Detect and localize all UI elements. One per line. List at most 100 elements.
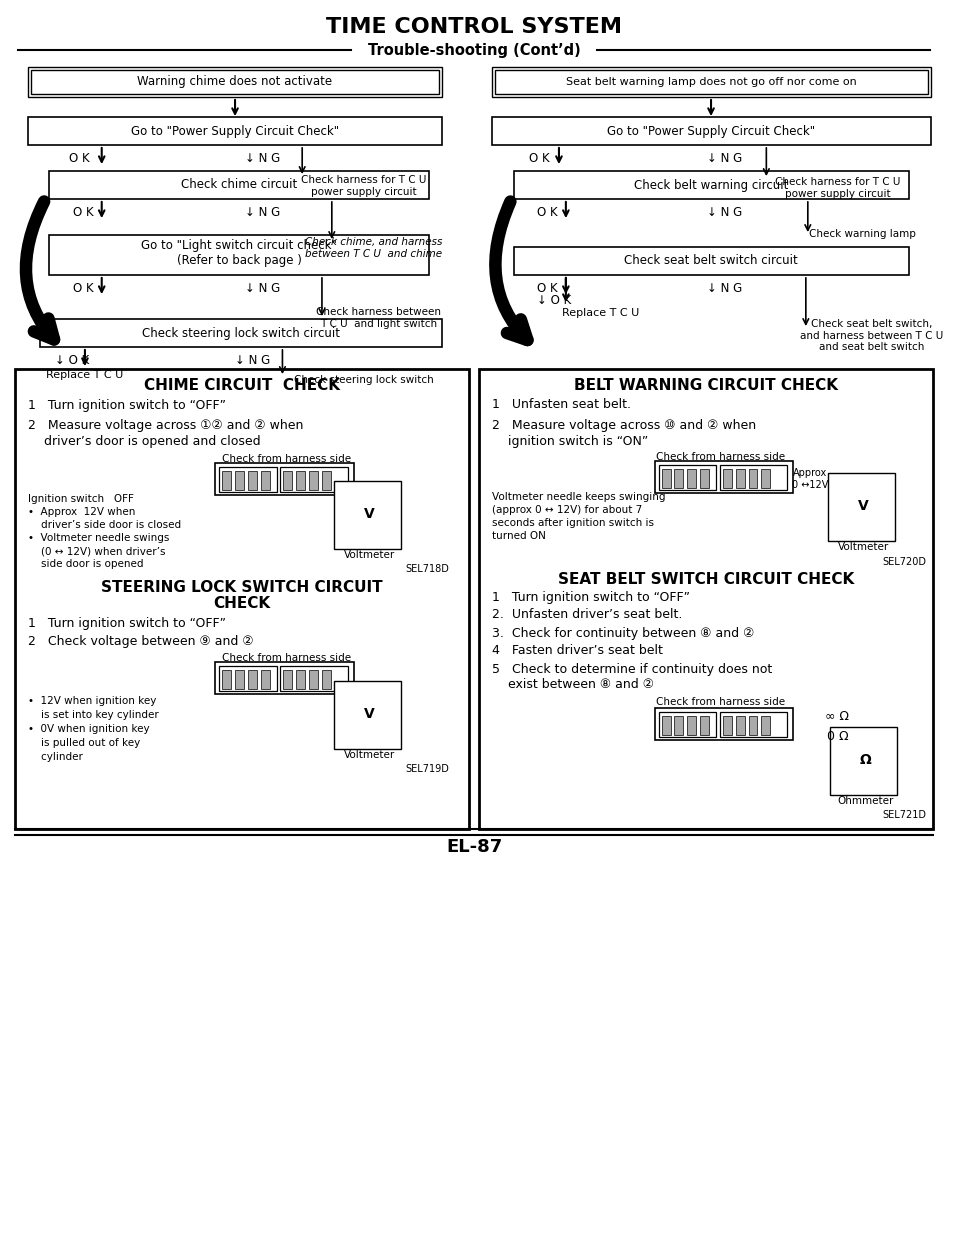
Text: Replace T C U: Replace T C U <box>46 370 124 380</box>
Text: ↓ O K: ↓ O K <box>538 294 571 308</box>
Text: ↓ N G: ↓ N G <box>245 283 280 296</box>
Bar <box>761 469 770 488</box>
Text: 5   Check to determine if continuity does not: 5 Check to determine if continuity does … <box>492 662 772 676</box>
Text: 1   Turn ignition switch to “OFF”: 1 Turn ignition switch to “OFF” <box>28 616 226 630</box>
Bar <box>280 466 348 493</box>
Text: (approx 0 ↔ 12V) for about 7: (approx 0 ↔ 12V) for about 7 <box>492 505 642 515</box>
Bar <box>749 469 757 488</box>
Bar <box>479 369 933 829</box>
Text: is set into key cylinder: is set into key cylinder <box>28 710 158 720</box>
Text: Check from harness side: Check from harness side <box>222 454 351 464</box>
Bar <box>735 716 745 734</box>
Text: ↓ N G: ↓ N G <box>245 207 280 219</box>
Bar <box>720 712 787 737</box>
Text: EL-87: EL-87 <box>445 838 502 855</box>
Text: ↓ N G: ↓ N G <box>708 283 742 296</box>
Text: Check harness for T C U
power supply circuit: Check harness for T C U power supply cir… <box>300 175 426 197</box>
Bar <box>720 465 787 490</box>
Bar <box>700 469 709 488</box>
Text: Check harness for T C U
power supply circuit: Check harness for T C U power supply cir… <box>775 177 900 198</box>
Text: Check from harness side: Check from harness side <box>657 451 785 461</box>
Text: Check steering lock switch: Check steering lock switch <box>294 375 433 385</box>
Text: ∞ Ω: ∞ Ω <box>826 711 850 723</box>
Text: O K: O K <box>529 152 550 166</box>
Text: turned ON: turned ON <box>492 531 545 541</box>
Bar <box>248 670 256 690</box>
Text: CHECK: CHECK <box>213 596 271 611</box>
Text: SEL720D: SEL720D <box>882 557 926 567</box>
Text: Voltmeter: Voltmeter <box>344 550 395 560</box>
Bar <box>309 471 318 490</box>
Bar <box>749 716 757 734</box>
Bar <box>687 469 696 488</box>
Text: 2   Check voltage between ⑨ and ②: 2 Check voltage between ⑨ and ② <box>28 635 253 647</box>
Text: Ignition switch   OFF: Ignition switch OFF <box>28 494 133 504</box>
Text: •  0V when ignition key: • 0V when ignition key <box>28 725 149 734</box>
Bar <box>659 465 716 490</box>
Text: (0 ↔ 12V) when driver’s: (0 ↔ 12V) when driver’s <box>28 546 165 556</box>
Text: 1   Turn ignition switch to “OFF”: 1 Turn ignition switch to “OFF” <box>492 591 690 604</box>
Text: BELT WARNING CIRCUIT CHECK: BELT WARNING CIRCUIT CHECK <box>574 378 838 393</box>
Text: is pulled out of key: is pulled out of key <box>28 738 140 748</box>
Text: SEL721D: SEL721D <box>882 811 926 821</box>
Bar <box>334 481 401 549</box>
Text: O K: O K <box>69 152 89 166</box>
Bar <box>514 247 908 276</box>
Text: Warning chime does not activate: Warning chime does not activate <box>137 76 332 89</box>
Bar <box>14 369 469 829</box>
Text: driver’s side door is closed: driver’s side door is closed <box>28 520 180 530</box>
Bar <box>219 666 276 691</box>
Text: 1   Turn ignition switch to “OFF”: 1 Turn ignition switch to “OFF” <box>28 399 226 412</box>
Bar <box>661 716 670 734</box>
Bar <box>492 67 931 97</box>
Text: driver’s door is opened and closed: driver’s door is opened and closed <box>28 434 260 448</box>
Text: SEL719D: SEL719D <box>405 764 449 774</box>
Bar <box>283 471 292 490</box>
Text: Go to "Power Supply Circuit Check": Go to "Power Supply Circuit Check" <box>131 125 339 137</box>
Bar <box>49 234 428 276</box>
Bar <box>829 727 897 796</box>
Text: seconds after ignition switch is: seconds after ignition switch is <box>492 518 654 527</box>
Text: ↓ N G: ↓ N G <box>708 207 742 219</box>
Text: Check belt warning circuit: Check belt warning circuit <box>634 178 788 192</box>
Text: Check harness between
T C U  and light switch: Check harness between T C U and light sw… <box>316 307 441 329</box>
Bar <box>492 117 931 145</box>
Text: •  Voltmeter needle swings: • Voltmeter needle swings <box>28 532 169 542</box>
Text: Check seat belt switch,
and harness between T C U
and seat belt switch: Check seat belt switch, and harness betw… <box>801 319 944 352</box>
Text: side door is opened: side door is opened <box>28 559 143 569</box>
Text: V: V <box>364 508 374 521</box>
Text: ↓ O K: ↓ O K <box>56 354 89 368</box>
Text: 2   Measure voltage across ⑩ and ② when: 2 Measure voltage across ⑩ and ② when <box>492 419 756 431</box>
Bar <box>655 708 793 739</box>
Text: Check chime circuit: Check chime circuit <box>180 178 297 192</box>
Bar <box>248 471 256 490</box>
Text: SEAT BELT SWITCH CIRCUIT CHECK: SEAT BELT SWITCH CIRCUIT CHECK <box>558 571 854 586</box>
Bar <box>235 670 244 690</box>
Bar <box>723 716 732 734</box>
Bar <box>661 469 670 488</box>
Bar <box>828 473 895 541</box>
Text: Voltmeter: Voltmeter <box>837 542 889 552</box>
Text: Approx
0 ↔12V: Approx 0 ↔12V <box>792 468 828 490</box>
Bar <box>28 117 443 145</box>
Bar <box>334 681 401 749</box>
Text: ↓ N G: ↓ N G <box>245 152 280 166</box>
Bar <box>675 716 684 734</box>
Bar <box>297 471 305 490</box>
Text: Check warning lamp: Check warning lamp <box>808 229 916 239</box>
Bar <box>49 171 428 200</box>
Bar <box>322 670 331 690</box>
Text: •  Approx  12V when: • Approx 12V when <box>28 508 135 518</box>
Bar <box>28 67 443 97</box>
Bar <box>39 319 443 347</box>
Text: Check from harness side: Check from harness side <box>657 697 785 707</box>
Bar <box>280 666 348 691</box>
Text: STEERING LOCK SWITCH CIRCUIT: STEERING LOCK SWITCH CIRCUIT <box>101 580 383 595</box>
Text: Check chime, and harness
between T C U  and chime: Check chime, and harness between T C U a… <box>304 237 442 258</box>
Bar <box>309 670 318 690</box>
Bar <box>222 670 231 690</box>
Text: Check steering lock switch circuit: Check steering lock switch circuit <box>142 327 340 339</box>
Text: Seat belt warning lamp does not go off nor come on: Seat belt warning lamp does not go off n… <box>565 77 856 87</box>
Text: •  12V when ignition key: • 12V when ignition key <box>28 696 156 706</box>
Bar <box>261 471 270 490</box>
